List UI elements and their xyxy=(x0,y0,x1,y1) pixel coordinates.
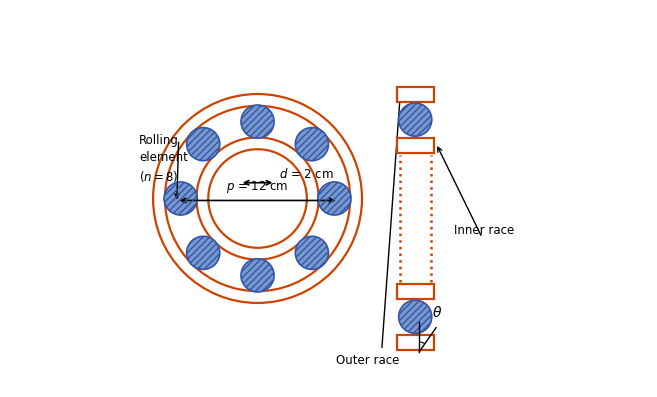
Circle shape xyxy=(296,127,328,161)
Text: Rolling
element
$(n = 8)$: Rolling element $(n = 8)$ xyxy=(139,134,188,184)
Text: Outer race: Outer race xyxy=(336,354,399,367)
Text: Inner race: Inner race xyxy=(453,224,514,237)
Circle shape xyxy=(296,236,328,270)
Text: $\theta$: $\theta$ xyxy=(432,305,442,320)
Circle shape xyxy=(164,182,197,215)
Bar xyxy=(397,138,434,153)
Text: $p$ = 12 cm: $p$ = 12 cm xyxy=(226,179,289,195)
Bar xyxy=(397,335,434,350)
Bar xyxy=(397,283,434,299)
Circle shape xyxy=(318,182,351,215)
Circle shape xyxy=(187,236,219,270)
Circle shape xyxy=(399,103,432,136)
Circle shape xyxy=(399,300,432,333)
Bar xyxy=(397,87,434,102)
Text: $d$ = 2 cm: $d$ = 2 cm xyxy=(279,167,334,181)
Circle shape xyxy=(241,259,274,292)
Circle shape xyxy=(241,105,274,138)
Circle shape xyxy=(187,127,219,161)
